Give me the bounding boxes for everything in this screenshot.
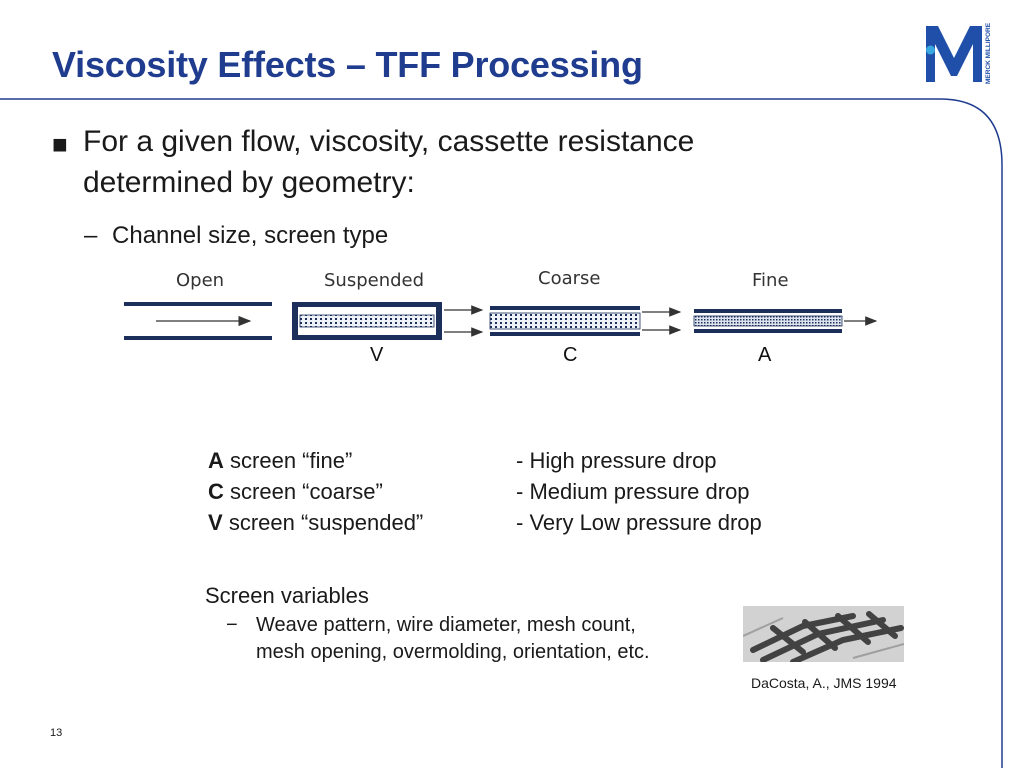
screen-letter: A	[208, 448, 224, 473]
logo-side-text: MERCK MILLIPORE	[985, 22, 992, 84]
sub-bullet-marker: –	[84, 222, 98, 249]
sub-bullet-text: Channel size, screen type	[112, 222, 389, 249]
screen-desc: screen “fine”	[230, 448, 353, 473]
diagram-letter-v: V	[370, 344, 384, 366]
screen-variables-line-1: Weave pattern, wire diameter, mesh count…	[256, 614, 636, 636]
screen-effect-a: - High pressure drop	[516, 448, 717, 473]
screen-desc: screen “coarse”	[230, 479, 383, 504]
screen-letter: C	[208, 479, 224, 504]
diagram-label-coarse: Coarse	[538, 268, 600, 289]
bullet-line-1: For a given flow, viscosity, cassette re…	[83, 125, 695, 158]
bullet-marker: ■	[52, 129, 68, 159]
screen-variables-line-2: mesh opening, overmolding, orientation, …	[256, 641, 650, 663]
page-title: Viscosity Effects – TFF Processing	[52, 44, 643, 85]
merck-millipore-logo: MERCK MILLIPORE	[924, 20, 996, 93]
screen-row-v: V screen “suspended”	[208, 510, 423, 536]
citation: DaCosta, A., JMS 1994	[751, 675, 897, 691]
diagram-label-fine: Fine	[752, 270, 789, 291]
diagram-letter-a: A	[758, 344, 772, 366]
screen-letter: V	[208, 510, 223, 535]
diagram-letter-c: C	[563, 344, 577, 366]
screen-effect-c: - Medium pressure drop	[516, 479, 750, 504]
screen-variables-dash: −	[226, 614, 238, 636]
diagram-fine-channel: Fine	[693, 270, 878, 333]
screen-row-c: C screen “coarse”	[208, 479, 383, 505]
diagram-label-open: Open	[176, 270, 224, 291]
diagram-suspended-channel: Suspended	[292, 270, 484, 340]
mesh-photo	[743, 606, 904, 662]
screen-effect-v: - Very Low pressure drop	[516, 510, 762, 535]
diagram-label-suspended: Suspended	[324, 270, 424, 291]
bullet-line-2: determined by geometry:	[83, 166, 415, 199]
screen-variables-heading: Screen variables	[205, 583, 369, 608]
diagram-coarse-channel: Coarse	[489, 268, 682, 336]
logo-mark	[926, 26, 982, 82]
diagram-open-channel: Open	[124, 270, 272, 340]
screen-row-a: A screen “fine”	[208, 448, 352, 474]
screen-desc: screen “suspended”	[228, 510, 424, 535]
page-number: 13	[50, 727, 63, 739]
sub-bullet: – Channel size, screen type	[84, 222, 388, 250]
channel-diagram: Open Suspended Coarse Fine V C A	[124, 268, 878, 366]
